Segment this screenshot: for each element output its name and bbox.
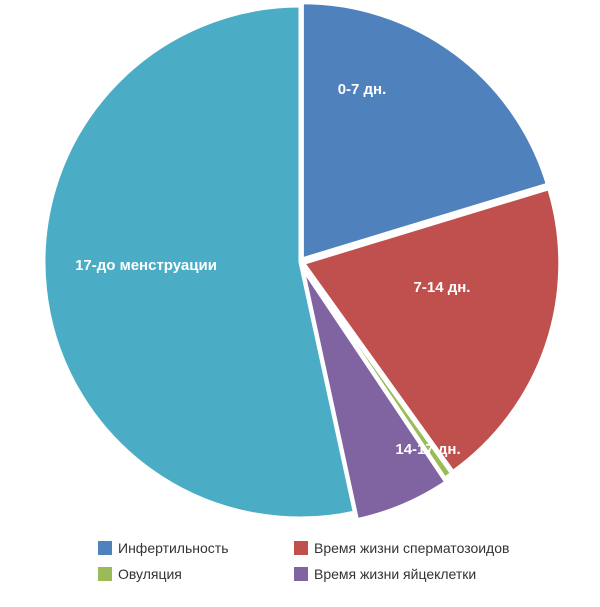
pie-chart: 0-7 дн. 7-14 дн. 14-17 дн. 17-до менструаци… <box>42 1 562 522</box>
pie-slice-until-menstruation <box>42 4 356 520</box>
pie-slice-infertility <box>300 1 549 261</box>
legend-item-sperm-lifetime: Время жизни сперматозоидов <box>294 539 574 557</box>
slice-label-sperm-lifetime: 7-14 дн. <box>414 279 471 296</box>
legend-item-infertility: Инфертильность <box>98 539 294 557</box>
legend-item-egg-lifetime: Время жизни яйцеклетки <box>294 565 574 583</box>
legend-swatch-sperm-lifetime <box>294 541 308 555</box>
slice-label-until-menstruation: 17-до менструации <box>75 257 217 274</box>
legend-label-egg-lifetime: Время жизни яйцеклетки <box>314 566 477 582</box>
slice-label-egg-lifetime: 14-17 дн. <box>395 441 460 458</box>
pie-slice-ovulation <box>300 263 453 480</box>
legend-swatch-egg-lifetime <box>294 567 308 581</box>
legend-swatch-ovulation <box>98 567 112 581</box>
legend-label-infertility: Инфертильность <box>118 540 229 556</box>
slice-label-infertility: 0-7 дн. <box>338 81 387 98</box>
legend-label-ovulation: Овуляция <box>118 566 182 582</box>
legend-item-ovulation: Овуляция <box>98 565 294 583</box>
legend-label-sperm-lifetime: Время жизни сперматозоидов <box>314 540 510 556</box>
pie-slice-egg-lifetime <box>301 267 448 522</box>
legend-swatch-infertility <box>98 541 112 555</box>
chart-legend: Инфертильность Время жизни сперматозоидо… <box>98 539 578 583</box>
pie-slice-sperm-lifetime <box>302 187 562 473</box>
